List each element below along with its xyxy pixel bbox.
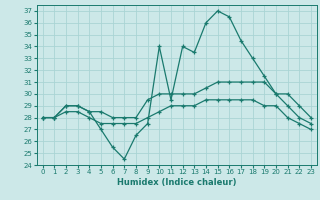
X-axis label: Humidex (Indice chaleur): Humidex (Indice chaleur) [117, 178, 236, 187]
